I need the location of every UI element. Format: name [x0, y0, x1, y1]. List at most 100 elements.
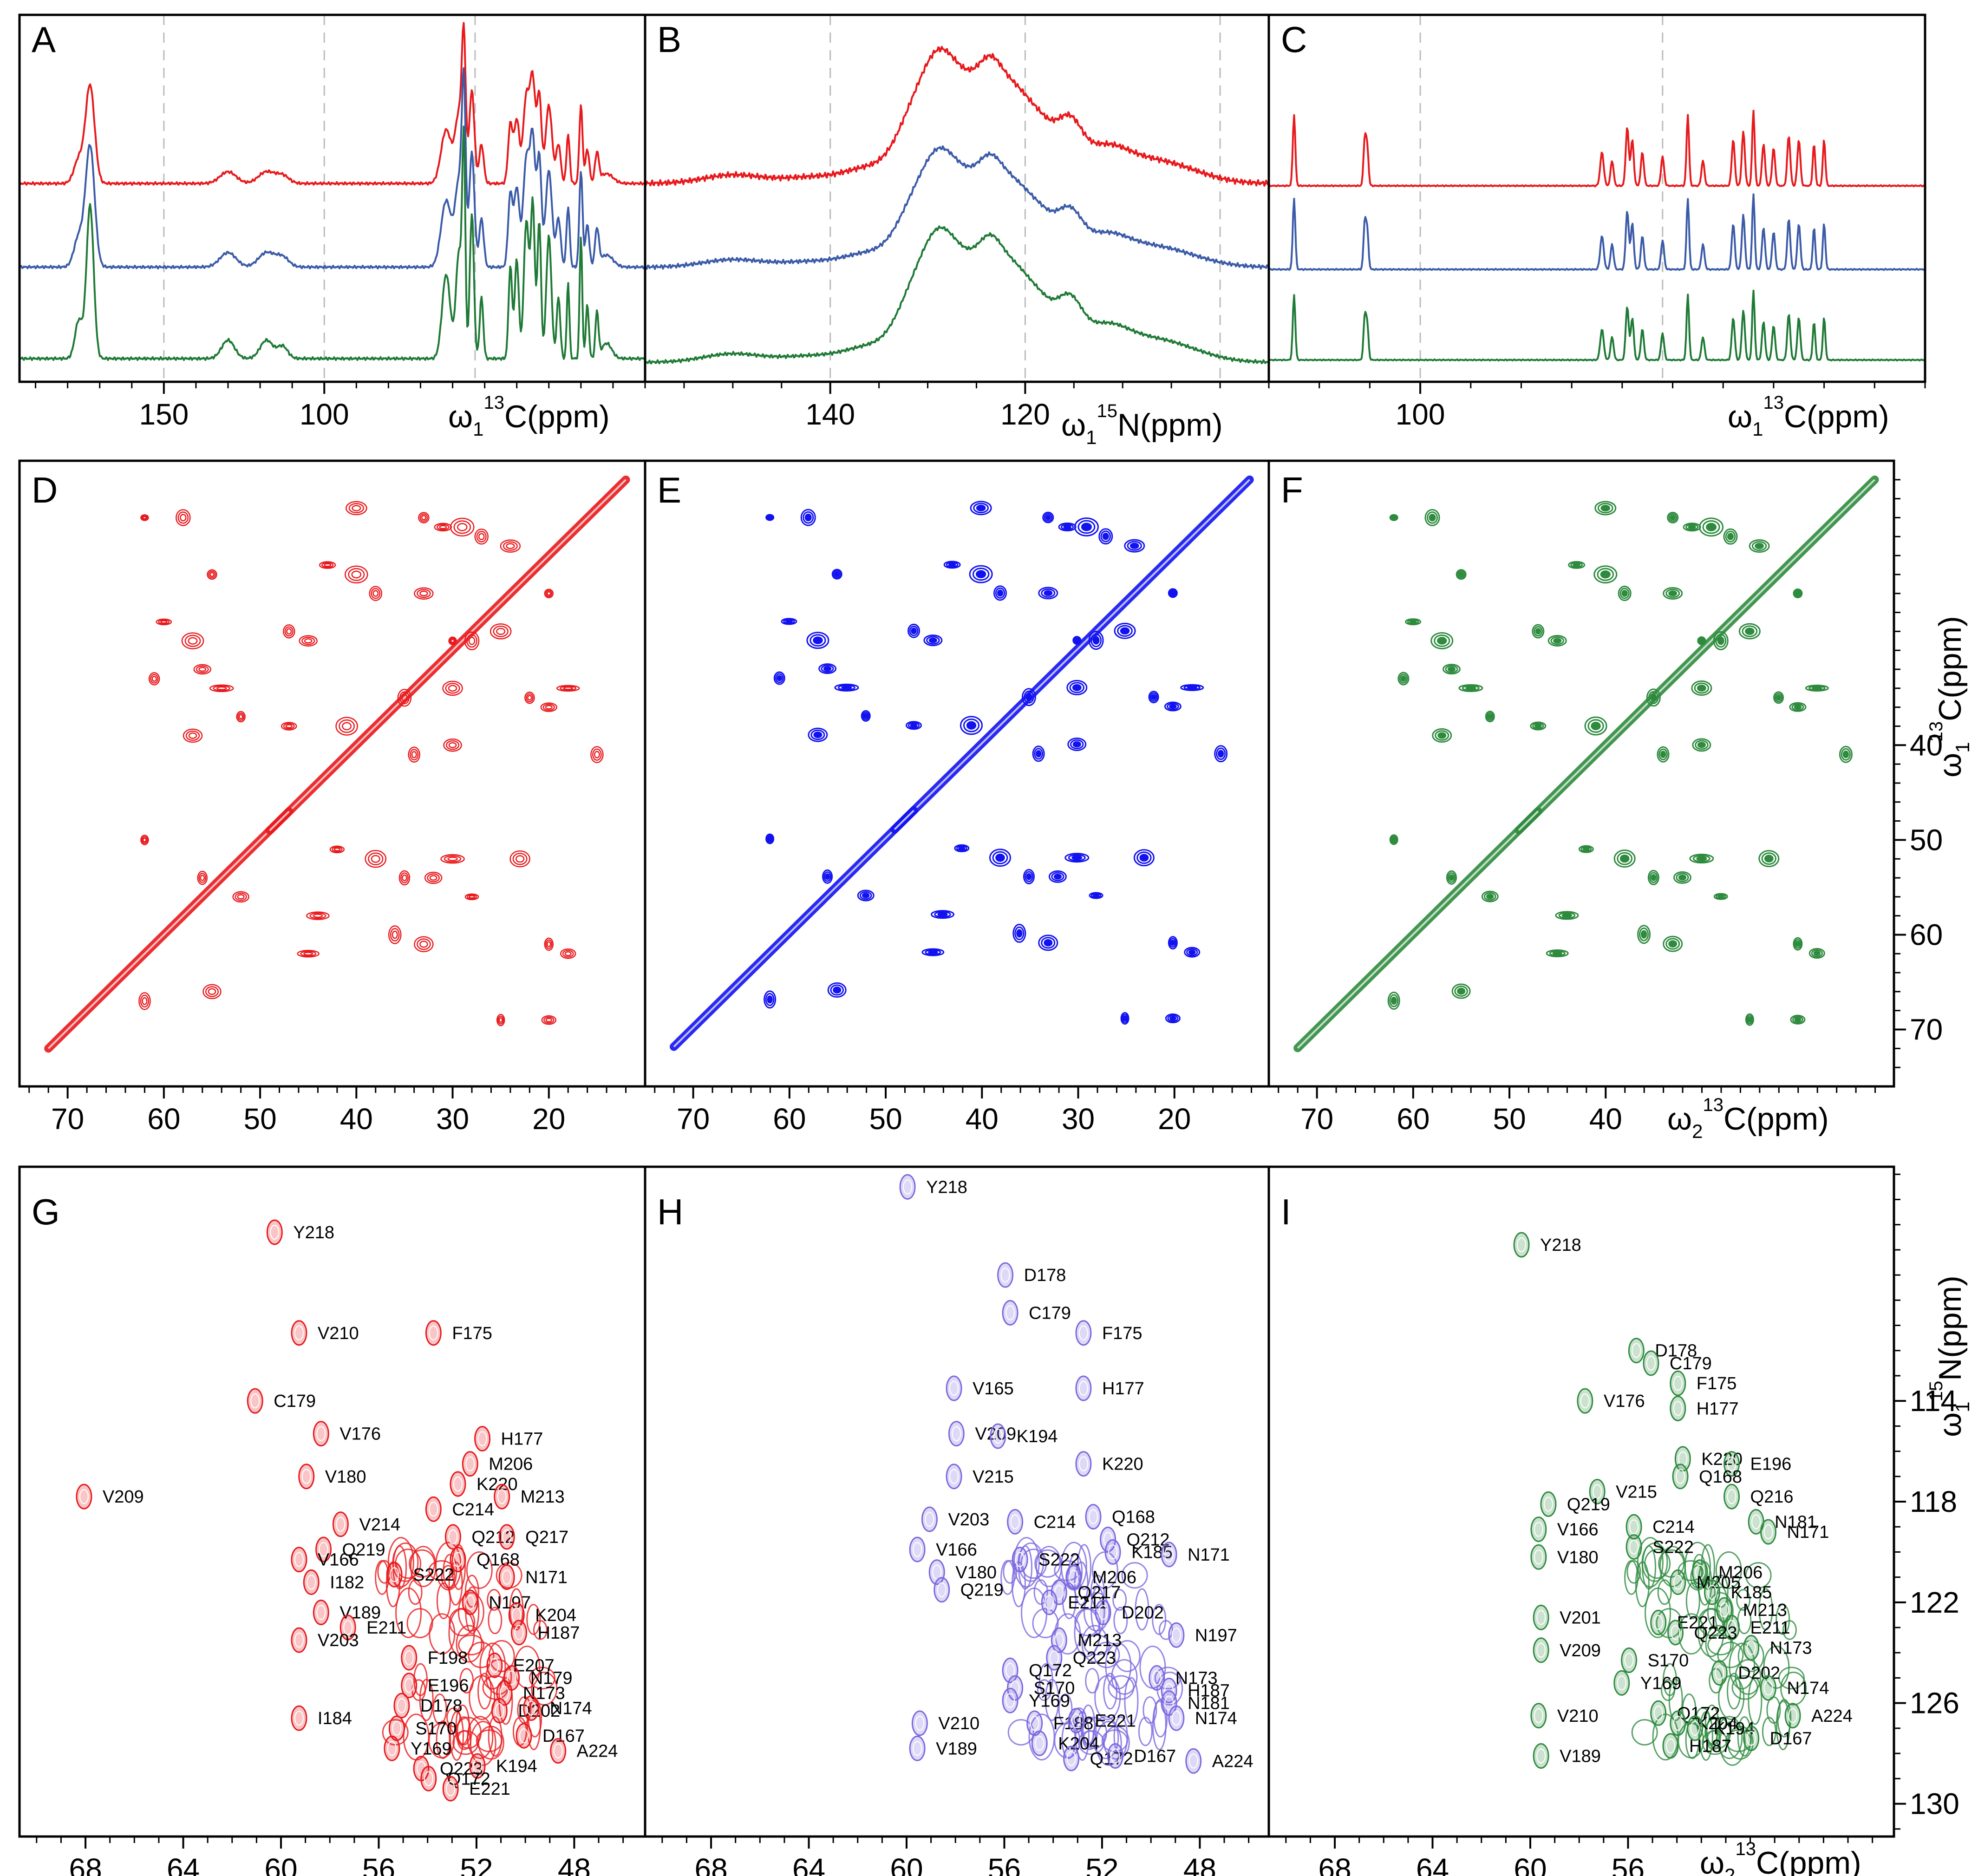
peak-f198-label: F198 [428, 1648, 468, 1668]
cross-peak-contour [1793, 588, 1803, 599]
cross-peak-contour [1841, 748, 1851, 761]
cross-peak-contour [1063, 524, 1071, 529]
dense-region-contour [467, 1716, 494, 1759]
cross-peak-contour [1165, 1013, 1181, 1024]
cross-peak-contour [831, 569, 842, 580]
cross-peak-contour [1546, 949, 1569, 957]
panel-f-x-axis: 70 60 50 40 [1278, 1086, 1876, 1136]
tick-label: 60 [147, 1102, 180, 1136]
peak-v210-contour-inner [1534, 1708, 1543, 1723]
cross-peak-contour [1549, 950, 1566, 956]
dense-region-contour [1758, 1588, 1773, 1631]
cross-peak-contour [440, 854, 465, 864]
cross-peak-contour [411, 751, 417, 758]
peak-a224-contour-inner [1188, 1753, 1198, 1769]
cross-peak-contour [1180, 684, 1204, 691]
cross-peak-contour [468, 636, 476, 645]
peak-q219-contour [934, 1577, 950, 1603]
cross-peak-contour [1038, 935, 1058, 951]
peak-a224-contour-inner [1788, 1708, 1798, 1723]
dense-region-contour [1684, 1542, 1711, 1591]
cross-peak-contour [369, 586, 383, 601]
peak-k204-contour-inner [1035, 1736, 1044, 1751]
cross-peak-contour [1593, 565, 1618, 584]
dense-region-contour [517, 1696, 532, 1724]
peak-d178-contour-inner [397, 1698, 406, 1713]
cross-peak-contour [1114, 622, 1136, 639]
cross-peak-contour [921, 948, 945, 956]
dense-region-contour [1007, 1719, 1034, 1746]
peak-n173-contour-inner [499, 1686, 509, 1700]
peak-n179-contour-inner [507, 1670, 516, 1686]
peak-e196-label: E196 [428, 1676, 469, 1696]
cross-peak-contour [1618, 586, 1632, 601]
cross-peak-contour [339, 719, 355, 733]
cross-peak-contour [1217, 750, 1224, 758]
dense-region-contour [466, 1551, 493, 1589]
cross-peak-contour [429, 875, 437, 881]
cross-peak-contour [401, 693, 408, 702]
tick-label: 30 [436, 1102, 469, 1136]
cross-peak-contour [822, 869, 833, 884]
peak-q219-contour [1540, 1491, 1557, 1517]
peak-c214-contour [1625, 1514, 1642, 1540]
peak-v209-label: V209 [103, 1487, 144, 1507]
peak-s222-contour-inner [1629, 1539, 1639, 1555]
cross-peak-contour [818, 663, 837, 674]
cross-peak-contour [237, 712, 245, 721]
dense-region-contour [1678, 1613, 1705, 1655]
tick-label: 56 [362, 1852, 395, 1876]
cross-peak-contour [196, 665, 209, 673]
cross-peak-contour [447, 856, 458, 862]
cross-peak-contour [1591, 721, 1601, 731]
peak-v166-label: V166 [318, 1550, 359, 1570]
cross-peak-contour [1532, 624, 1545, 639]
cross-peak-contour [1100, 530, 1111, 543]
cross-peak-contour [1397, 672, 1410, 686]
peak-v201-contour-inner [1536, 1610, 1546, 1625]
cross-peak-contour [542, 704, 555, 711]
cross-peak-contour [1547, 634, 1567, 647]
dense-region-contour [1090, 1575, 1105, 1608]
cross-peak-contour [414, 936, 434, 953]
peak-v189-contour-inner [913, 1741, 922, 1756]
panel-c-spectra [1269, 110, 1925, 362]
cross-peak-contour [1434, 634, 1450, 647]
dense-region-contour [436, 1720, 450, 1759]
panel-b-blue-spectrum [645, 145, 1269, 270]
tick-label: 64 [167, 1852, 200, 1876]
peak-q212-label: Q212 [1127, 1530, 1170, 1549]
cross-peak-contour [862, 712, 870, 720]
dense-region-contour [1113, 1716, 1128, 1757]
cross-peak-contour [1678, 875, 1687, 881]
peak-q168-label: Q168 [477, 1550, 520, 1570]
peak-c214-label: C214 [1034, 1512, 1076, 1532]
peak-h177-label: H177 [1102, 1379, 1144, 1399]
dense-region-contour [1715, 1551, 1742, 1589]
dense-region-contour [529, 1667, 555, 1690]
panel-c-x-axis: 100 [1268, 382, 1926, 431]
cross-peak-contour [1409, 620, 1417, 624]
cross-peak-contour [1665, 588, 1680, 598]
panel-d-letter: D [32, 470, 58, 510]
cross-peak-contour [1405, 618, 1422, 626]
peak-e196-contour-inner [404, 1678, 414, 1693]
cross-peak-contour [1458, 572, 1464, 577]
peak-e196-contour-inner [1727, 1456, 1736, 1471]
cross-peak-contour [806, 632, 829, 649]
panel-c-red-spectrum [1269, 110, 1925, 188]
cross-peak-contour [141, 836, 148, 844]
cross-peak-contour [449, 637, 456, 644]
cross-peak-contour [1389, 994, 1399, 1007]
cross-peak-contour [1555, 911, 1579, 920]
peak-q216-label: Q216 [1750, 1487, 1794, 1507]
cross-peak-contour [1183, 685, 1201, 691]
peak-v165-contour [946, 1375, 962, 1401]
cross-peak-contour [1045, 515, 1051, 520]
peak-d167-contour [1743, 1726, 1760, 1752]
cross-peak-contour [348, 568, 365, 581]
peak-d202-contour-inner [1715, 1665, 1724, 1680]
cross-peak-contour [1702, 520, 1720, 534]
peak-h177-contour-inner [1078, 1381, 1088, 1396]
peak-v166-contour [1530, 1516, 1547, 1543]
